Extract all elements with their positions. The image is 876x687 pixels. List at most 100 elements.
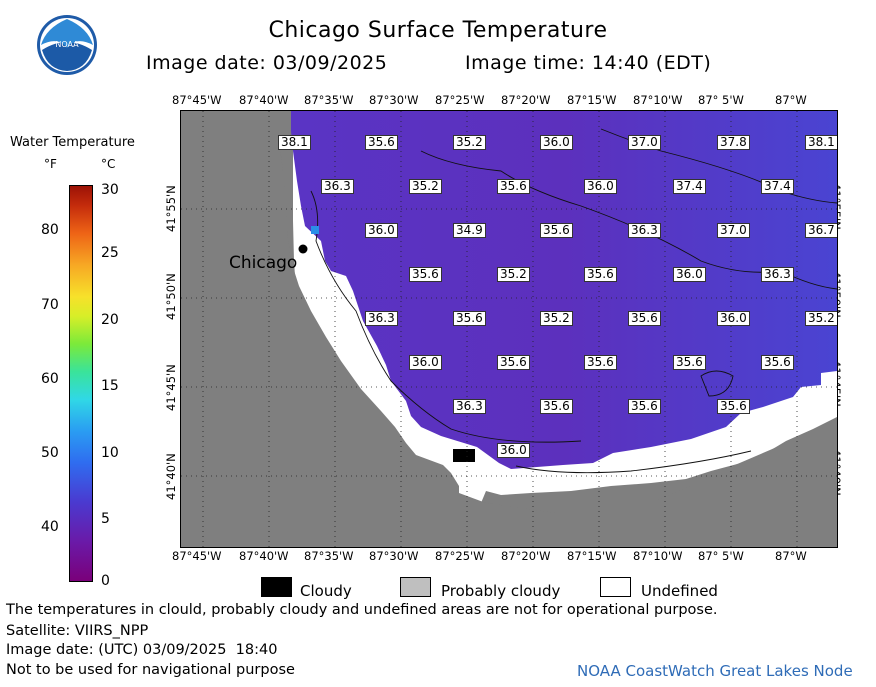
temp-label: 35.6	[628, 399, 661, 414]
credit-text: NOAA CoastWatch Great Lakes Node	[577, 662, 853, 680]
lon-label-top: 87°45'W	[172, 93, 222, 107]
temp-label: 35.2	[453, 135, 486, 150]
lon-label-bottom: 87°30'W	[369, 549, 419, 563]
map-canvas	[181, 111, 837, 547]
temp-label: 35.6	[628, 311, 661, 326]
temp-label: 35.2	[497, 267, 530, 282]
temp-label: 36.3	[761, 267, 794, 282]
lon-label-bottom: 87° 5'W	[698, 549, 744, 563]
c-tick: 20	[101, 312, 119, 328]
city-label: Chicago	[229, 253, 298, 273]
temp-label: 35.6	[365, 135, 398, 150]
temp-label: 38.1	[805, 135, 837, 150]
lon-label-bottom: 87°35'W	[304, 549, 354, 563]
temp-label: 35.6	[497, 179, 530, 194]
temp-label: 36.0	[717, 311, 750, 326]
c-tick: 0	[101, 573, 110, 589]
c-tick: 15	[101, 378, 119, 394]
lon-label-top: 87°30'W	[369, 93, 419, 107]
temp-label: 36.3	[453, 399, 486, 414]
c-tick: 25	[101, 245, 119, 261]
cloudy-label: Cloudy	[300, 582, 352, 600]
probably-cloudy-swatch	[400, 577, 431, 597]
image-date: Image date: 03/09/2025	[146, 52, 388, 74]
noaa-logo: NOAA	[37, 15, 97, 75]
disclaimer-text: The temperatures in clould, probably clo…	[6, 602, 718, 618]
temp-label: 37.0	[628, 135, 661, 150]
temp-label: 35.6	[540, 399, 573, 414]
temp-label: 37.0	[717, 223, 750, 238]
temp-label: 36.0	[673, 267, 706, 282]
temp-label: 37.4	[761, 179, 794, 194]
lon-label-top: 87°25'W	[435, 93, 485, 107]
unit-celsius: °C	[101, 157, 116, 171]
temp-label: 35.6	[761, 355, 794, 370]
temp-label: 36.0	[540, 135, 573, 150]
temp-label: 35.6	[673, 355, 706, 370]
page-title: Chicago Surface Temperature	[268, 18, 608, 43]
temp-label: 37.4	[673, 179, 706, 194]
temp-label: 36.0	[409, 355, 442, 370]
temperature-map: 38.1 35.6 35.2 36.0 37.0 37.8 38.1 36.3 …	[180, 110, 838, 548]
undefined-swatch	[600, 577, 631, 597]
c-tick: 10	[101, 445, 119, 461]
navigation-warning: Not to be used for navigational purpose	[6, 662, 295, 678]
cloudy-patch	[453, 449, 475, 462]
lon-label-bottom: 87°10'W	[633, 549, 683, 563]
lat-label-left: 41°40'N	[164, 453, 178, 500]
utc-date-text: Image date: (UTC) 03/09/2025 18:40	[6, 642, 278, 658]
svg-text:NOAA: NOAA	[55, 40, 79, 49]
temp-label: 36.0	[584, 179, 617, 194]
lon-label-top: 87°15'W	[567, 93, 617, 107]
lat-label-left: 41°55'N	[164, 185, 178, 232]
lon-label-top: 87°35'W	[304, 93, 354, 107]
f-tick: 40	[41, 519, 59, 535]
temp-label: 36.3	[628, 223, 661, 238]
warm-pixel	[311, 226, 319, 234]
lon-label-bottom: 87°45'W	[172, 549, 222, 563]
chicago-marker	[298, 244, 308, 254]
lon-label-bottom: 87°15'W	[567, 549, 617, 563]
lon-label-top: 87°40'W	[239, 93, 289, 107]
lon-label-bottom: 87°20'W	[501, 549, 551, 563]
lon-label-top: 87° 5'W	[698, 93, 744, 107]
temp-label: 35.6	[453, 311, 486, 326]
f-tick: 80	[41, 222, 59, 238]
satellite-text: Satellite: VIIRS_NPP	[6, 623, 149, 639]
temp-label: 38.1	[278, 135, 311, 150]
c-tick: 30	[101, 182, 119, 198]
lon-label-bottom: 87°40'W	[239, 549, 289, 563]
undefined-label: Undefined	[641, 582, 718, 600]
lon-label-top: 87°20'W	[501, 93, 551, 107]
temp-label: 35.6	[497, 355, 530, 370]
f-tick: 70	[41, 297, 59, 313]
f-tick: 50	[41, 445, 59, 461]
temp-label: 35.6	[584, 267, 617, 282]
temp-label: 36.3	[365, 311, 398, 326]
lat-label-left: 41°50'N	[164, 273, 178, 320]
temp-label: 35.2	[540, 311, 573, 326]
temp-label: 36.3	[321, 179, 354, 194]
lat-label-left: 41°45'N	[164, 364, 178, 411]
temp-label: 36.7	[805, 223, 837, 238]
legend-title: Water Temperature	[10, 135, 135, 150]
c-tick: 5	[101, 511, 110, 527]
temp-label: 35.6	[540, 223, 573, 238]
temp-label: 35.6	[409, 267, 442, 282]
f-tick: 60	[41, 371, 59, 387]
temp-label: 35.6	[584, 355, 617, 370]
temp-label: 36.0	[365, 223, 398, 238]
temp-label: 35.2	[409, 179, 442, 194]
image-time: Image time: 14:40 (EDT)	[465, 52, 712, 74]
probably-cloudy-label: Probably cloudy	[441, 582, 561, 600]
lake-water	[291, 111, 837, 469]
temp-label: 34.9	[453, 223, 486, 238]
temp-label: 37.8	[717, 135, 750, 150]
lon-label-bottom: 87°25'W	[435, 549, 485, 563]
unit-fahrenheit: °F	[44, 157, 57, 171]
temp-label: 35.2	[805, 311, 837, 326]
temp-label: 36.0	[497, 443, 530, 458]
color-scale-bar	[69, 185, 93, 582]
lon-label-bottom: 87°W	[775, 549, 807, 563]
land-shore-south	[181, 111, 837, 547]
